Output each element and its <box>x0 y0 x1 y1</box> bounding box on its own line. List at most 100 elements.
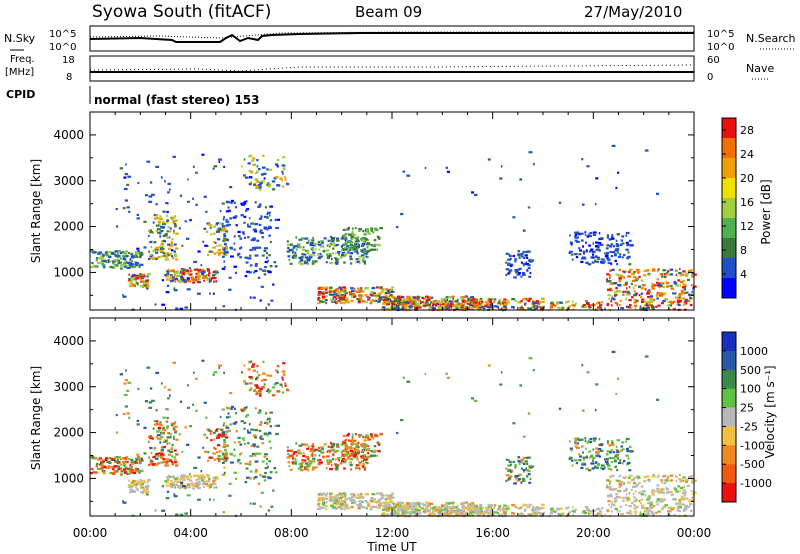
velocity-echo <box>107 465 110 468</box>
colorbar-segment <box>722 258 736 279</box>
power-echo <box>594 241 599 244</box>
velocity-echo <box>625 437 630 441</box>
velocity-echo <box>134 457 137 460</box>
velocity-echo <box>203 401 207 404</box>
power-echo <box>323 250 326 253</box>
power-echo <box>674 269 678 272</box>
power-echo <box>166 219 170 222</box>
velocity-echo <box>525 467 528 470</box>
velocity-echo <box>279 383 283 386</box>
velocity-echo <box>485 509 490 512</box>
power-echo <box>312 244 316 247</box>
velocity-echo <box>274 369 279 372</box>
velocity-echo <box>383 504 387 507</box>
velocity-echo <box>531 507 535 510</box>
velocity-echo <box>261 372 266 375</box>
power-echo <box>435 303 440 306</box>
power-echo <box>373 291 376 295</box>
velocity-echo <box>322 496 325 500</box>
velocity-echo <box>243 427 246 430</box>
velocity-echo <box>397 507 402 510</box>
power-echo <box>519 267 522 270</box>
power-echo <box>455 300 458 303</box>
power-echo <box>165 214 169 217</box>
power-echo <box>419 295 421 299</box>
power-echo <box>246 223 249 226</box>
power-echo <box>209 292 211 295</box>
power-echo <box>591 261 595 264</box>
power-echo <box>574 302 577 305</box>
velocity-echo <box>143 426 147 429</box>
velocity-echo <box>670 508 675 511</box>
power-echo <box>124 199 128 202</box>
velocity-echo <box>580 445 584 448</box>
power-echo <box>248 176 252 179</box>
power-echo <box>371 300 374 303</box>
velocity-echo <box>256 364 259 368</box>
power-echo <box>649 295 654 298</box>
velocity-echo <box>160 453 164 456</box>
power-echo <box>672 300 676 303</box>
velocity-echo <box>634 513 637 516</box>
velocity-echo <box>109 471 113 475</box>
noise-left-tick-low: 10^0 <box>49 42 76 53</box>
power-echo <box>486 305 490 309</box>
power-echo <box>453 304 455 307</box>
velocity-echo <box>365 457 369 460</box>
velocity-echo <box>674 498 677 501</box>
power-echo <box>281 170 284 173</box>
velocity-echo <box>139 481 144 484</box>
power-echo <box>192 197 195 200</box>
power-echo <box>178 280 183 283</box>
power-echo <box>227 206 230 209</box>
power-echo <box>616 262 619 266</box>
velocity-echo <box>327 449 332 453</box>
power-echo <box>598 242 602 245</box>
power-echo <box>223 253 226 256</box>
power-echo <box>144 280 148 283</box>
velocity-echo <box>345 443 348 446</box>
velocity-echo <box>367 504 370 507</box>
velocity-echo <box>92 470 95 474</box>
velocity-echo <box>251 452 256 456</box>
power-echo <box>164 274 167 277</box>
power-echo <box>337 296 341 299</box>
velocity-echo <box>631 478 635 482</box>
velocity-echo <box>428 513 432 517</box>
velocity-echo <box>270 411 273 414</box>
velocity-echo <box>611 456 616 460</box>
power-echo <box>391 300 395 303</box>
x-tick-label: 00:00 <box>677 526 712 540</box>
velocity-echo <box>140 459 143 463</box>
velocity-echo <box>622 476 625 479</box>
power-echo <box>379 296 382 299</box>
power-echo <box>625 281 628 284</box>
power-echo <box>634 279 638 282</box>
velocity-echo <box>355 444 359 447</box>
velocity-echo <box>265 462 268 465</box>
velocity-echo <box>201 482 205 485</box>
power-echo <box>338 292 341 296</box>
velocity-echo <box>281 370 286 373</box>
velocity-echo <box>308 460 313 463</box>
velocity-echo <box>207 459 210 462</box>
velocity-echo <box>489 510 494 513</box>
power-echo <box>378 294 381 298</box>
velocity-echo <box>380 502 384 505</box>
power-echo <box>205 230 209 233</box>
velocity-echo <box>640 498 644 501</box>
velocity-echo <box>459 503 464 506</box>
velocity-echo <box>91 467 94 471</box>
power-echo <box>343 261 346 264</box>
velocity-echo <box>417 510 420 514</box>
power-echo <box>327 254 332 258</box>
power-echo <box>160 255 164 258</box>
velocity-echo <box>223 445 226 449</box>
velocity-echo <box>636 483 639 486</box>
power-echo <box>218 244 222 247</box>
power-echo <box>528 308 532 311</box>
velocity-echo <box>137 387 140 391</box>
power-echo <box>506 301 510 304</box>
velocity-echo <box>521 477 526 481</box>
power-echo <box>311 246 314 249</box>
